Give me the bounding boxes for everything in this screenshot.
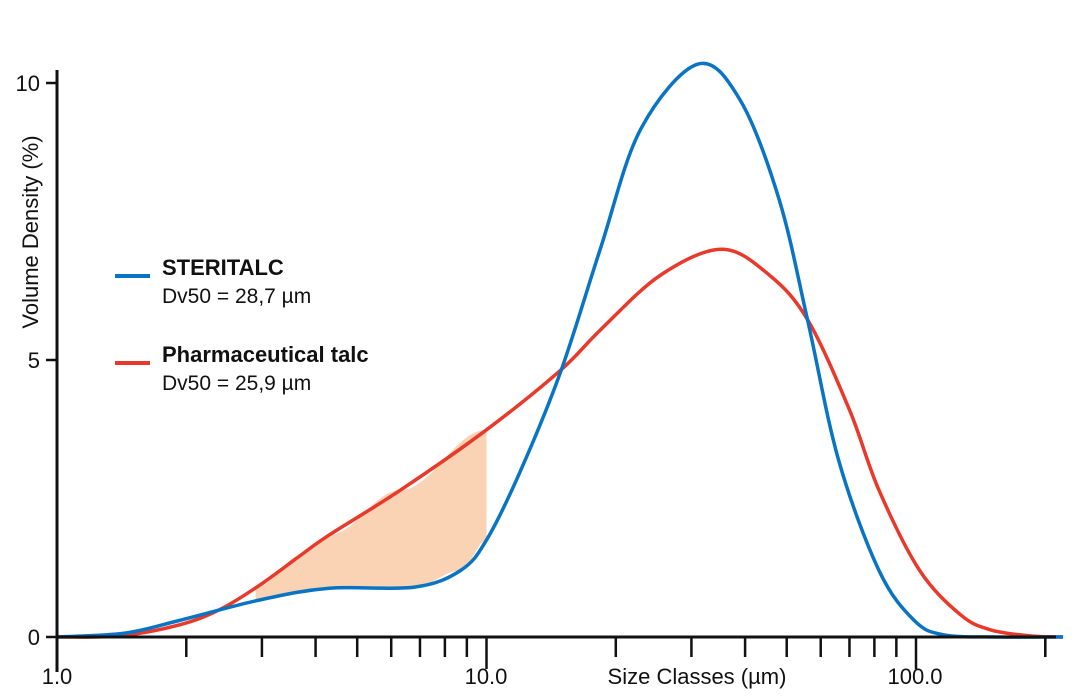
legend-label-steritalc: STERITALC [162,255,284,280]
legend-label-pharmaceutical-talc: Pharmaceutical talc [162,342,369,367]
series-line-steritalc [56,61,1064,639]
legend-note-steritalc: Dv50 = 28,7 µm [162,285,311,308]
x-tick-label: 1.0 [42,664,73,689]
y-tick-label: 0 [28,625,40,650]
y-tick-label: 10 [16,71,40,96]
y-tick-label: 5 [28,348,40,373]
x-axis-label: Size Classes (µm) [608,664,787,689]
shaded-difference-area [255,429,487,601]
legend-note-pharmaceutical-talc: Dv50 = 25,9 µm [162,372,311,395]
x-tick-label: 10.0 [465,664,508,689]
series-line-pharmaceutical-talc [56,247,1064,639]
y-axis-label: Volume Density (%) [18,135,43,328]
x-tick-label: 100.0 [887,664,942,689]
